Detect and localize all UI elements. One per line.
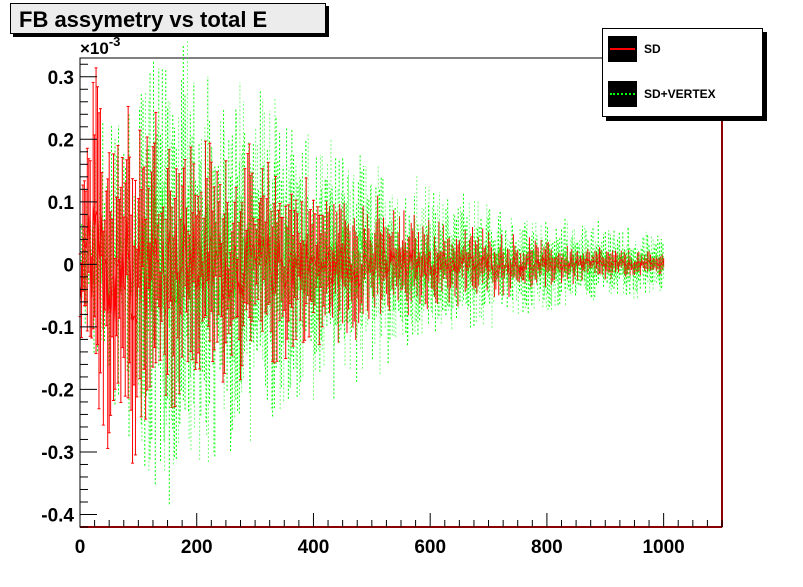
y-tick-label: -0.1: [41, 318, 74, 339]
y-tick-label: 0.1: [48, 193, 75, 214]
series-line: [137, 188, 665, 337]
legend: SD SD+VERTEX: [602, 28, 763, 117]
legend-entry-sd-vertex: SD+VERTEX: [608, 81, 758, 107]
legend-line-sd-vertex: [610, 93, 635, 95]
x-tick-label: 600: [414, 537, 446, 558]
plot-area: [79, 57, 723, 528]
x-tick-label: 200: [181, 537, 213, 558]
series-sd: [78, 67, 665, 464]
legend-label-sd: SD: [644, 42, 661, 56]
x-tick-label: 400: [298, 537, 330, 558]
legend-label-sd-vertex: SD+VERTEX: [644, 87, 716, 101]
y-tick-label: -0.4: [41, 505, 74, 526]
chart-title: FB assymetry vs total E: [10, 3, 326, 34]
series-sd-vertex: [137, 38, 665, 471]
y-tick-label: -0.2: [41, 380, 74, 401]
y-axis-exponent: ×10-3: [80, 34, 120, 58]
legend-swatch-sd-vertex: [608, 81, 637, 107]
chart-title-text: FB assymetry vs total E: [19, 7, 268, 32]
axes: 0 200 400 600 800 1000 -0.4 -0.3 -0.2 -0.1 0 0.1 0.2…: [41, 63, 723, 558]
series-layer: [78, 38, 665, 505]
x-tick-label: 800: [531, 537, 563, 558]
y-tick-label: 0: [63, 255, 74, 276]
legend-line-sd: [610, 48, 635, 50]
legend-entry-sd: SD: [608, 36, 758, 62]
x-tick-label: 0: [75, 537, 86, 558]
y-tick-label: 0.3: [48, 68, 74, 89]
y-tick-label: 0.2: [48, 130, 74, 151]
x-tick-label: 1000: [642, 537, 684, 558]
y-tick-label: -0.3: [41, 443, 74, 464]
legend-swatch-sd: [608, 36, 637, 62]
